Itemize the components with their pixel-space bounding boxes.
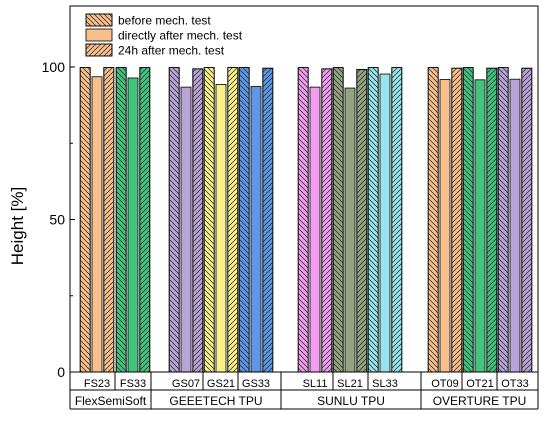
bars-layer: [79, 67, 533, 373]
bar-hatch-fs33-series-1: [115, 67, 127, 373]
bar-ot33-series-2: [509, 78, 521, 373]
bar-hatch-ot09-series-3: [451, 67, 463, 373]
x-tick-label-gs33: GS33: [242, 378, 270, 390]
bar-sl11-series-2: [309, 86, 321, 373]
x-tick-label-sl21: SL21: [337, 378, 363, 390]
x-group-label-2: GEEETECH TPU: [169, 394, 262, 408]
bar-hatch-gs07-series-1: [168, 67, 180, 373]
bar-sl33-series-2: [379, 73, 391, 373]
legend-swatch-hatch-1: [85, 13, 113, 27]
plot-frame: [69, 5, 539, 373]
bar-hatch-ot33-series-1: [497, 67, 509, 373]
x-tick-label-gs07: GS07: [172, 378, 200, 390]
x-tick-label-ot33: OT33: [501, 378, 529, 390]
y-tick-label-50: 50: [49, 212, 65, 228]
y-tick-label-0: 0: [57, 364, 65, 380]
bar-hatch-ot09-series-1: [427, 67, 439, 373]
bar-hatch-ot33-series-3: [521, 67, 533, 373]
x-tick-label-ot09: OT09: [431, 378, 459, 390]
legend-swatch-2: [85, 28, 113, 42]
bar-hatch-fs23-series-3: [103, 67, 115, 373]
bar-gs33-series-2: [250, 86, 262, 373]
legend-label-1: before mech. test: [118, 14, 211, 28]
bar-hatch-ot21-series-1: [462, 67, 474, 373]
bar-hatch-sl33-series-3: [391, 67, 403, 373]
bar-hatch-gs21-series-3: [227, 67, 239, 373]
x-tick-label-fs33: FS33: [120, 378, 146, 390]
x-tick-label-fs23: FS23: [84, 378, 110, 390]
x-tick-label-gs21: GS21: [207, 378, 235, 390]
bar-hatch-sl21-series-3: [356, 69, 368, 373]
bar-hatch-sl11-series-3: [321, 68, 333, 373]
bar-hatch-gs33-series-1: [238, 67, 250, 373]
x-group-label-3: SUNLU TPU: [317, 394, 385, 408]
x-group-label-4: OVERTURE TPU: [433, 394, 527, 408]
y-axis: 0 50 100: [42, 59, 75, 380]
x-tick-label-ot21: OT21: [466, 378, 494, 390]
legend-label-2: directly after mech. test: [118, 29, 243, 43]
x-group-label-1: FlexSemiSoft: [75, 394, 147, 408]
x-tick-label-sl11: SL11: [303, 378, 328, 390]
bar-hatch-sl33-series-1: [367, 67, 379, 373]
bar-fs33-series-2: [127, 77, 139, 373]
bar-gs07-series-2: [180, 86, 192, 373]
bar-hatch-gs07-series-3: [192, 68, 204, 373]
bar-hatch-ot21-series-3: [486, 67, 498, 373]
bar-hatch-fs23-series-1: [79, 67, 91, 373]
y-axis-label: Height [%]: [8, 187, 27, 265]
legend-label-3: 24h after mech. test: [118, 44, 225, 58]
bar-hatch-gs33-series-3: [262, 67, 274, 373]
legend-swatch-hatch-3: [85, 43, 113, 57]
bar-ot09-series-2: [439, 79, 451, 373]
bar-hatch-sl11-series-1: [297, 67, 309, 373]
bar-sl21-series-2: [344, 87, 356, 373]
bar-gs21-series-2: [215, 83, 227, 373]
bar-fs23-series-2: [91, 76, 103, 373]
bar-hatch-sl21-series-1: [332, 67, 344, 373]
bar-hatch-gs21-series-1: [203, 67, 215, 373]
x-tick-label-sl33: SL33: [372, 378, 398, 390]
bar-ot21-series-2: [474, 79, 486, 373]
x-axis: FS23 FS33 GS07 GS21 GS33 SL11 SL21 SL33 OT09 OT21…: [69, 372, 539, 410]
y-tick-label-100: 100: [42, 59, 66, 75]
bar-hatch-fs33-series-3: [139, 67, 151, 373]
